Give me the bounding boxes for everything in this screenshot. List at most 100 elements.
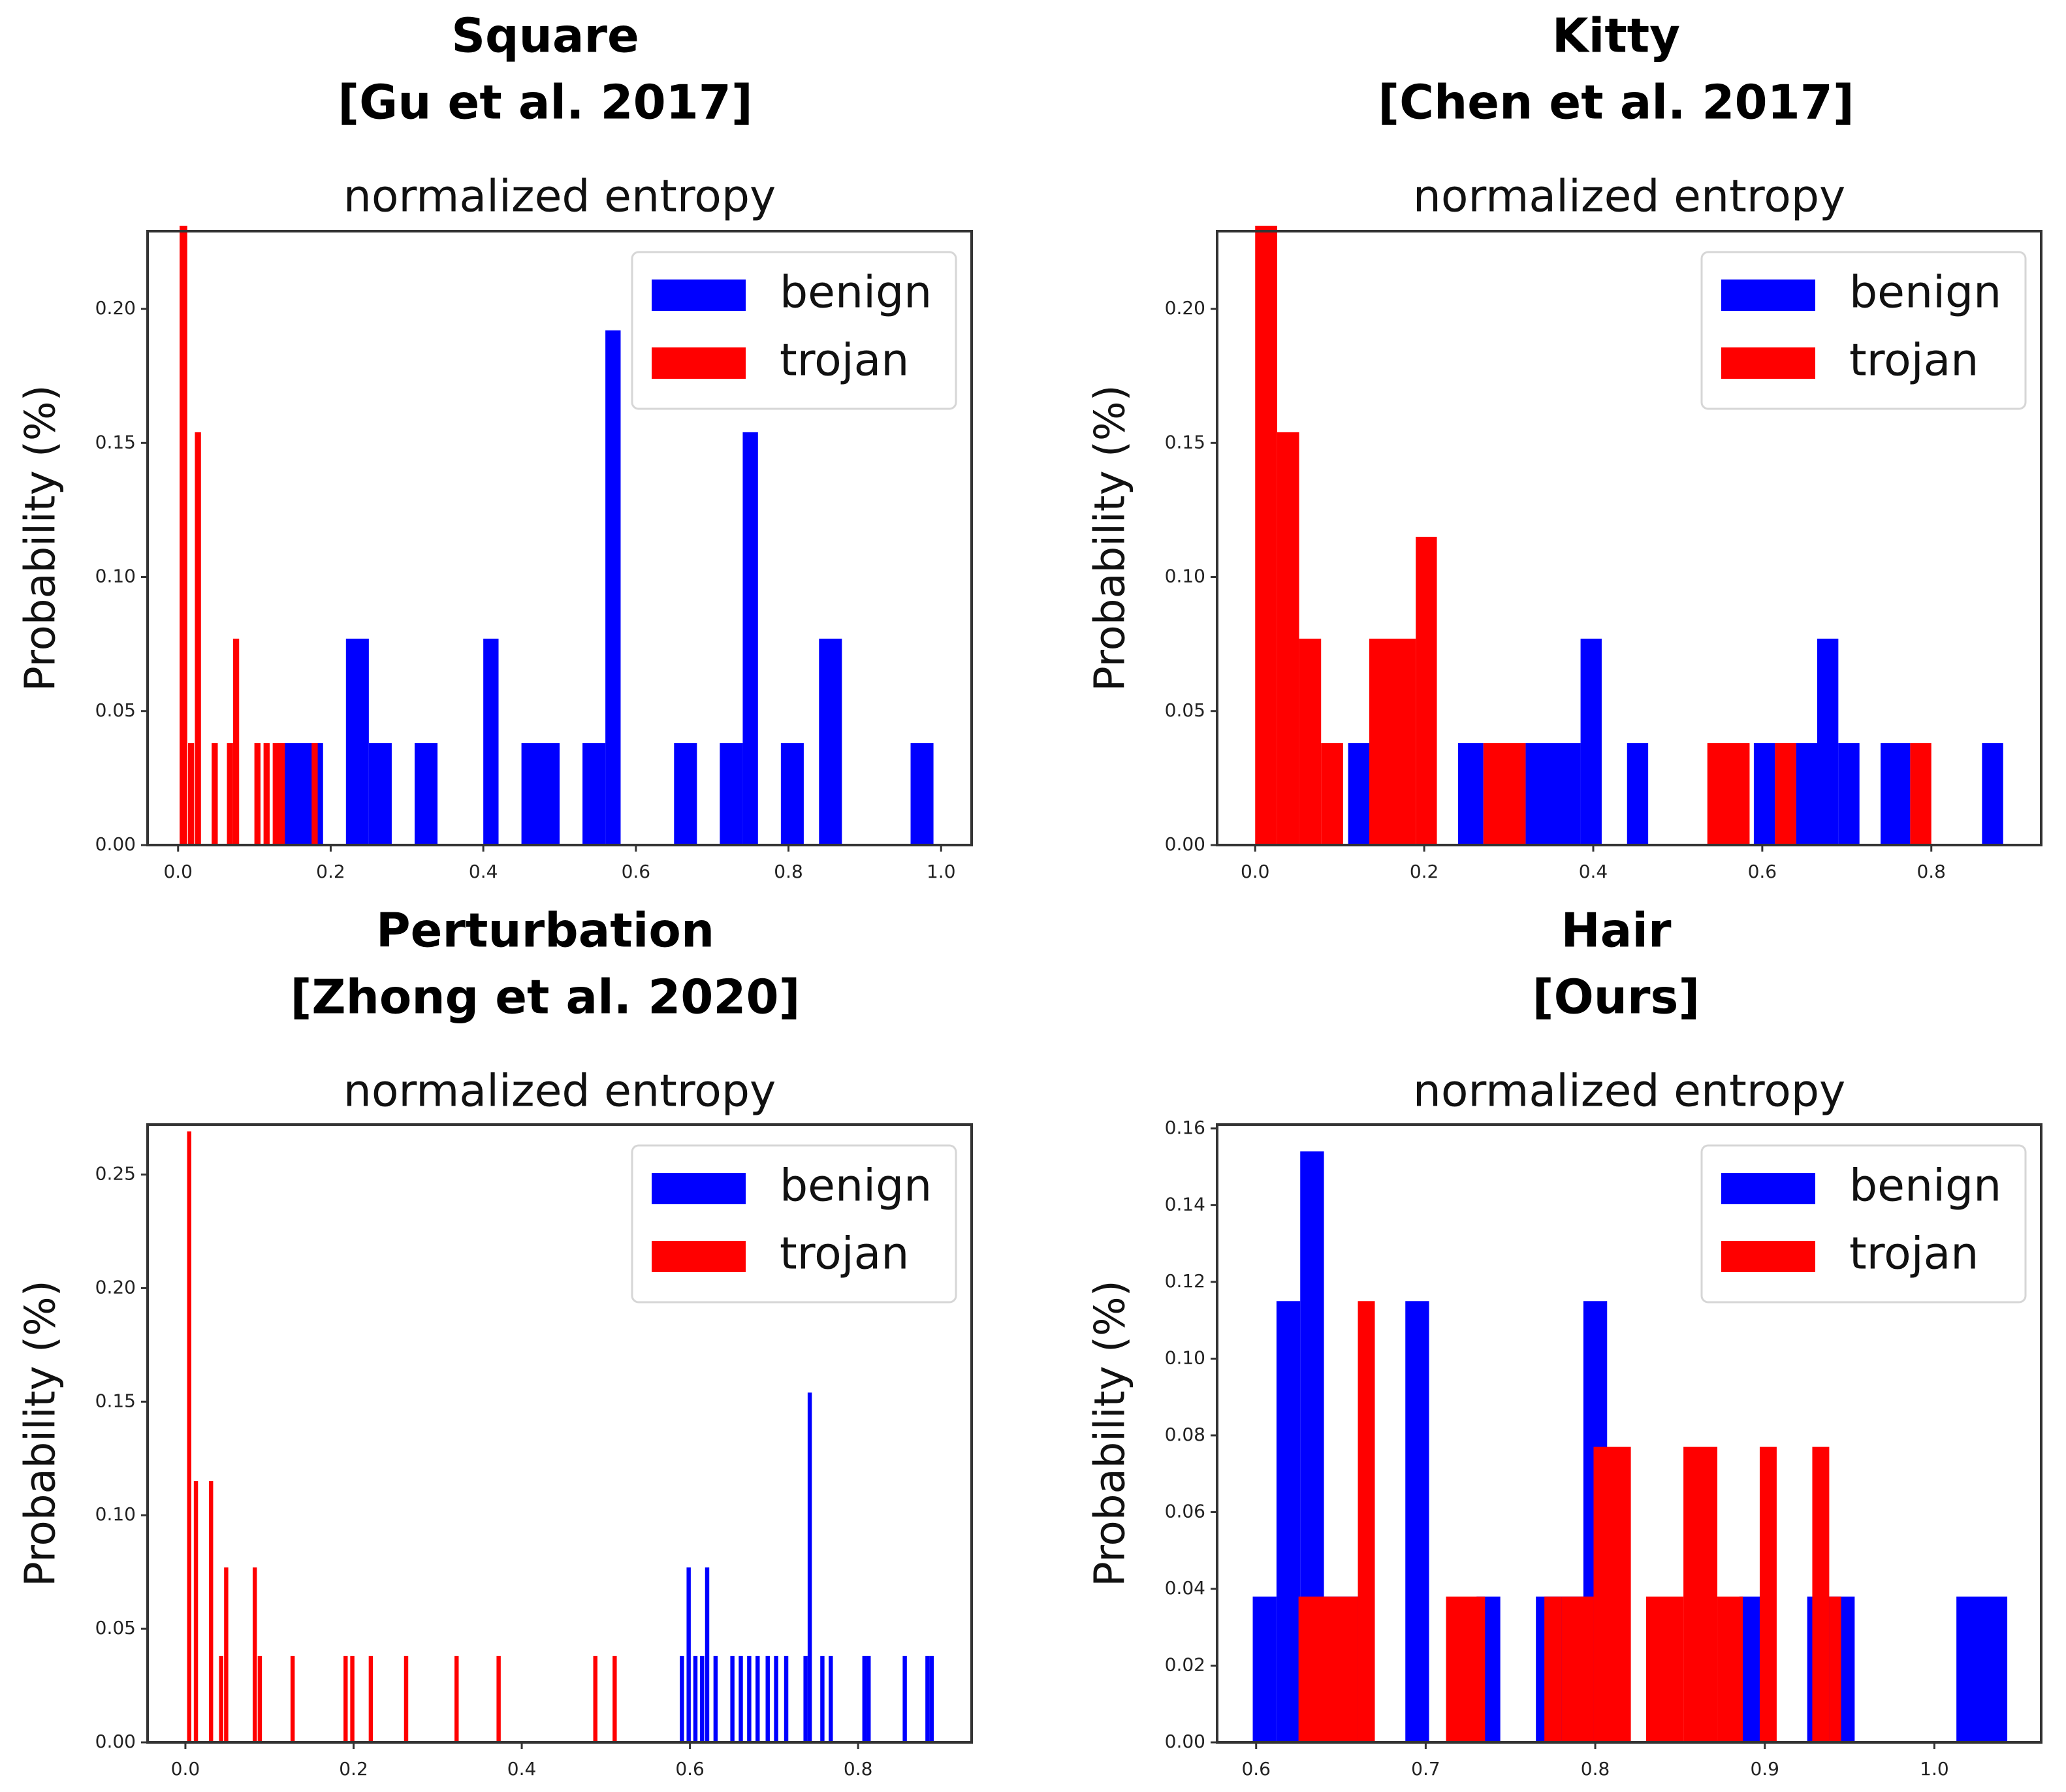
x-tick-label: 0.2 [316, 861, 345, 882]
y-tick-label: 0.00 [1165, 833, 1205, 855]
trojan-bar [350, 1656, 355, 1742]
y-tick-label: 0.15 [1165, 431, 1205, 453]
benign-bar [705, 1567, 710, 1742]
y-tick-label: 0.10 [1165, 566, 1205, 587]
trojan-bar [343, 1656, 348, 1742]
chart-panel-1: Square [Gu et al. 2017] normalized entropy… [17, 8, 973, 882]
trojan-bar [1416, 536, 1437, 845]
trojan-bar [1683, 1447, 1718, 1742]
x-tick-label: 0.4 [469, 861, 498, 882]
y-tick-label: 0.20 [95, 1276, 136, 1298]
benign-bar [820, 1656, 825, 1742]
benign-bar [605, 330, 621, 846]
benign-bar [1627, 743, 1649, 845]
chart-citation: [Ours] [1533, 970, 1700, 1025]
benign-bar [1405, 1301, 1429, 1742]
legend-swatch-benign [652, 280, 746, 311]
trojan-bar [1759, 1447, 1777, 1742]
trojan-bar [1717, 1596, 1743, 1742]
benign-bar [866, 1656, 871, 1742]
y-tick-label: 0.15 [95, 1390, 136, 1411]
trojan-bar [1707, 743, 1750, 845]
trojan-bar [1812, 1447, 1830, 1742]
x-tick-label: 0.0 [1241, 861, 1270, 882]
x-tick-label: 0.8 [844, 1758, 873, 1780]
trojan-bar [1255, 225, 1277, 845]
benign-bar [674, 743, 697, 845]
benign-bar [686, 1567, 691, 1742]
benign-bar [747, 1656, 752, 1742]
chart-title: Square [451, 8, 639, 63]
y-tick-label: 0.14 [1165, 1193, 1205, 1215]
benign-bar [1580, 638, 1602, 845]
trojan-bar [224, 1567, 229, 1742]
trojan-bar [263, 743, 270, 845]
trojan-bar [1299, 638, 1322, 845]
y-tick-label: 0.05 [95, 1617, 136, 1639]
series-trojan [180, 225, 318, 845]
benign-bar [345, 638, 369, 845]
y-tick-label: 0.10 [95, 566, 136, 587]
benign-bar [693, 1656, 698, 1742]
x-tick-label: 0.9 [1750, 1758, 1779, 1780]
trojan-bar [1446, 1596, 1486, 1742]
benign-bar [1525, 743, 1581, 845]
y-tick-label: 0.04 [1165, 1577, 1205, 1599]
x-tick-label: 0.6 [1241, 1758, 1271, 1780]
chart-title: Hair [1561, 903, 1672, 958]
benign-bar [1753, 743, 1775, 845]
y-tick-label: 0.00 [1165, 1731, 1205, 1752]
y-tick-label: 0.05 [1165, 699, 1205, 721]
chart-title: Perturbation [376, 903, 714, 958]
y-axis-label: Probability (%) [17, 1280, 65, 1586]
y-tick-label: 0.10 [1165, 1347, 1205, 1368]
trojan-bar [454, 1656, 459, 1742]
y-axis-label: Probability (%) [1087, 1280, 1135, 1586]
trojan-bar [290, 1656, 295, 1742]
trojan-bar [219, 1656, 223, 1742]
benign-bar [521, 743, 560, 845]
trojan-bar [193, 1481, 199, 1742]
x-tick-label: 0.6 [1748, 861, 1777, 882]
plot-frame [146, 1123, 973, 1744]
benign-bar [1982, 743, 2003, 845]
benign-bar [807, 1392, 812, 1742]
benign-bar [1348, 743, 1369, 845]
x-tick-label: 0.6 [622, 861, 651, 882]
y-tick-label: 0.02 [1165, 1654, 1205, 1675]
y-tick-label: 0.00 [95, 1731, 136, 1752]
y-tick-label: 0.06 [1165, 1500, 1205, 1522]
benign-bar [1881, 743, 1911, 845]
trojan-bar [612, 1656, 617, 1742]
trojan-bar [278, 743, 285, 845]
benign-bar [1276, 1301, 1301, 1742]
legend: benign trojan [631, 251, 957, 410]
chart-subtitle: normalized entropy [1413, 171, 1846, 223]
chart-subtitle: normalized entropy [343, 1066, 776, 1117]
x-tick-label: 0.4 [1579, 861, 1608, 882]
trojan-bar [232, 638, 240, 845]
y-tick-label: 0.05 [95, 699, 136, 721]
y-tick-label: 0.12 [1165, 1270, 1205, 1292]
benign-bar [720, 743, 743, 845]
x-tick-label: 0.6 [675, 1758, 705, 1780]
benign-bar [1838, 743, 1860, 845]
chart-panel-3: Perturbation [Zhong et al. 2020] normalize… [17, 903, 973, 1780]
benign-bar [1739, 1596, 1764, 1742]
chart-citation: [Chen et al. 2017] [1378, 75, 1854, 130]
benign-bar [680, 1656, 684, 1742]
legend-swatch-trojan [1721, 347, 1815, 379]
trojan-bar [1593, 1447, 1631, 1742]
benign-bar [730, 1656, 735, 1742]
benign-bar [829, 1656, 833, 1742]
trojan-bar [187, 1131, 191, 1742]
trojan-bar [496, 1656, 501, 1742]
trojan-bar [1561, 1596, 1594, 1742]
chart-subtitle: normalized entropy [343, 171, 776, 223]
benign-bar [483, 638, 499, 845]
y-axis-label: Probability (%) [17, 385, 65, 691]
benign-bar [713, 1656, 718, 1742]
series-trojan [1255, 225, 1931, 845]
legend-swatch-trojan [652, 347, 746, 379]
y-tick-label: 0.10 [95, 1503, 136, 1525]
